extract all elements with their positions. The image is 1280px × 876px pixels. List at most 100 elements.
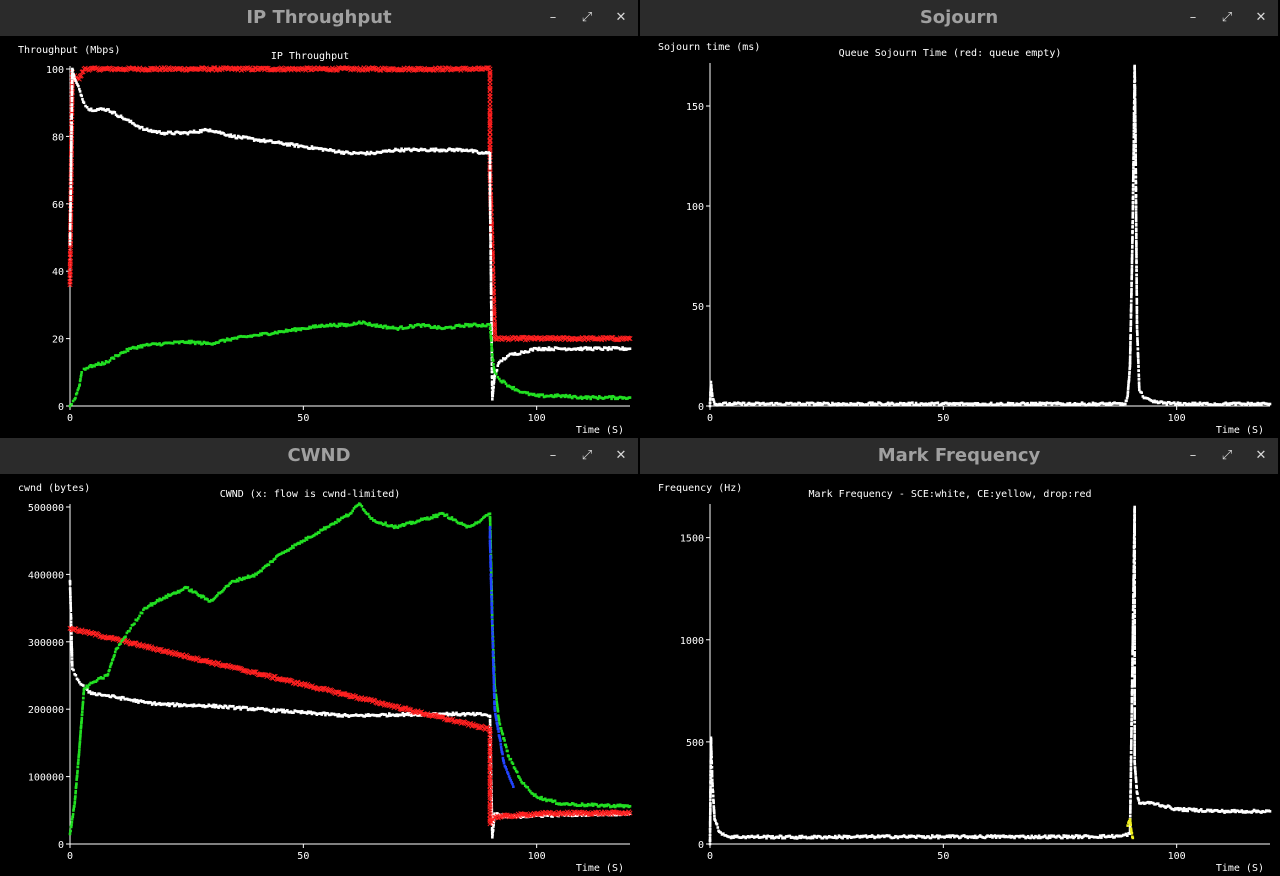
data-point <box>70 660 74 664</box>
minimize-button[interactable]: – <box>1189 10 1197 25</box>
data-point <box>391 525 395 528</box>
data-point <box>235 337 239 340</box>
data-point <box>75 782 78 785</box>
data-point <box>69 598 72 602</box>
data-point <box>450 713 454 717</box>
data-point <box>235 136 239 140</box>
data-point <box>69 164 73 168</box>
data-point <box>154 601 158 604</box>
data-point <box>973 834 977 838</box>
titlebar[interactable]: Mark Frequency – ⤢ ✕ <box>640 438 1278 474</box>
titlebar[interactable]: CWND – ⤢ ✕ <box>0 438 638 474</box>
close-button[interactable]: ✕ <box>615 10 627 25</box>
data-point <box>76 761 80 764</box>
titlebar[interactable]: IP Throughput – ⤢ ✕ <box>0 0 638 36</box>
series-white <box>68 67 632 401</box>
data-point <box>1129 316 1133 319</box>
data-point <box>1131 219 1134 223</box>
data-point <box>489 292 493 296</box>
data-point <box>584 346 588 349</box>
data-point <box>433 149 437 153</box>
data-point <box>336 518 340 521</box>
data-point <box>331 66 337 72</box>
close-button[interactable]: ✕ <box>1255 448 1267 463</box>
data-point <box>709 397 712 400</box>
data-point <box>1131 244 1134 248</box>
data-point <box>489 330 492 334</box>
data-point <box>110 356 113 360</box>
titlebar[interactable]: Sojourn – ⤢ ✕ <box>640 0 1278 36</box>
close-button[interactable]: ✕ <box>1255 10 1267 25</box>
data-point <box>69 148 73 151</box>
data-point <box>724 401 728 405</box>
data-point <box>450 516 454 519</box>
data-point <box>82 687 86 691</box>
data-point <box>1129 305 1133 308</box>
data-point <box>496 709 500 713</box>
data-point <box>469 323 472 326</box>
chart-title: Queue Sojourn Time (red: queue empty) <box>839 48 1062 59</box>
minimize-button[interactable]: – <box>549 10 557 25</box>
maximize-button[interactable]: ⤢ <box>581 448 593 463</box>
data-point <box>1135 309 1139 313</box>
data-point <box>504 743 508 747</box>
data-point <box>348 512 352 516</box>
data-point <box>500 731 504 735</box>
y-tick-label: 100 <box>46 65 64 76</box>
data-point <box>504 356 508 360</box>
maximize-button[interactable]: ⤢ <box>1221 10 1233 25</box>
data-point <box>522 782 526 785</box>
data-point <box>710 772 714 776</box>
data-point <box>490 615 494 619</box>
data-point <box>1138 388 1141 392</box>
minimize-button[interactable]: – <box>1189 448 1197 463</box>
x-tick-label: 50 <box>937 851 949 862</box>
data-point <box>82 696 85 700</box>
data-point <box>922 835 925 838</box>
data-point <box>493 812 496 815</box>
data-point <box>70 632 73 635</box>
data-point <box>79 373 83 377</box>
data-point <box>74 396 77 400</box>
data-point <box>1135 298 1139 302</box>
data-point <box>287 549 290 552</box>
data-point <box>435 515 439 519</box>
close-button[interactable]: ✕ <box>615 448 627 463</box>
data-point <box>74 79 77 82</box>
data-point <box>709 745 713 749</box>
data-point <box>168 704 171 708</box>
data-point <box>72 668 75 672</box>
data-point <box>293 145 297 148</box>
data-point <box>1132 126 1136 130</box>
data-point <box>341 322 344 326</box>
data-point <box>529 790 532 793</box>
minimize-button[interactable]: – <box>549 448 557 463</box>
series-white <box>708 64 1272 408</box>
data-point <box>584 395 588 398</box>
data-point <box>486 151 489 155</box>
data-point <box>519 778 522 782</box>
maximize-button[interactable]: ⤢ <box>581 10 593 25</box>
data-point <box>1061 836 1064 840</box>
data-point <box>77 386 80 390</box>
data-point <box>106 360 109 364</box>
data-point <box>1048 836 1052 839</box>
data-point <box>719 831 722 834</box>
data-point <box>931 402 935 405</box>
data-point <box>546 348 550 352</box>
data-point <box>833 834 837 838</box>
data-point <box>364 153 368 156</box>
maximize-button[interactable]: ⤢ <box>1221 448 1233 463</box>
y-tick-label: 60 <box>52 200 64 211</box>
data-point <box>1129 329 1132 333</box>
data-point <box>1128 352 1132 355</box>
data-point <box>292 143 295 147</box>
data-point <box>1179 401 1182 405</box>
data-point <box>500 751 504 754</box>
data-point <box>829 403 833 407</box>
data-point <box>491 394 495 398</box>
data-point <box>495 700 499 703</box>
data-point <box>723 834 726 837</box>
data-point <box>113 650 117 654</box>
data-point <box>391 325 395 329</box>
